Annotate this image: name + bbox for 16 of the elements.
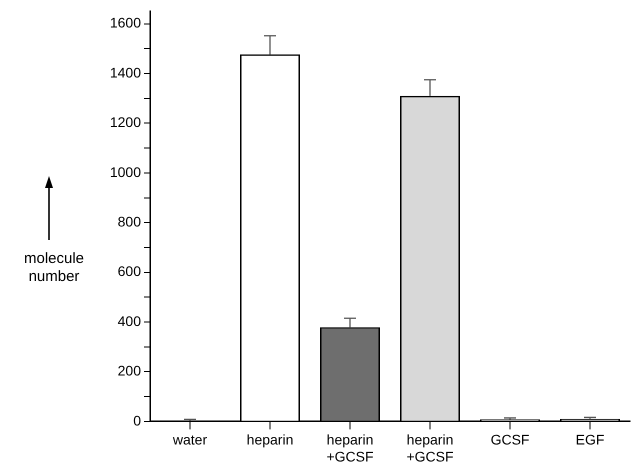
- x-tick-label: heparin: [246, 432, 294, 448]
- x-tick-label: EGF: [576, 432, 604, 448]
- y-tick-label: 1000: [110, 164, 142, 180]
- y-tick-label: 1400: [110, 64, 142, 80]
- y-tick-label: 600: [118, 263, 142, 280]
- y-tick-label: 200: [118, 362, 142, 379]
- x-tick-label: GCSF: [490, 432, 530, 448]
- x-tick-label: water: [172, 432, 208, 448]
- y-axis-title: molecule number: [22, 250, 86, 286]
- y-tick-label: 0: [133, 412, 142, 428]
- y-tick-label: 400: [118, 312, 142, 329]
- x-tick-label: heparin +GCSF: [406, 432, 454, 464]
- y-tick-label: 1200: [110, 114, 142, 130]
- x-tick-label: heparin +GCSF: [326, 432, 374, 464]
- y-tick-label: 1600: [110, 14, 142, 31]
- y-tick-label: 800: [118, 213, 142, 230]
